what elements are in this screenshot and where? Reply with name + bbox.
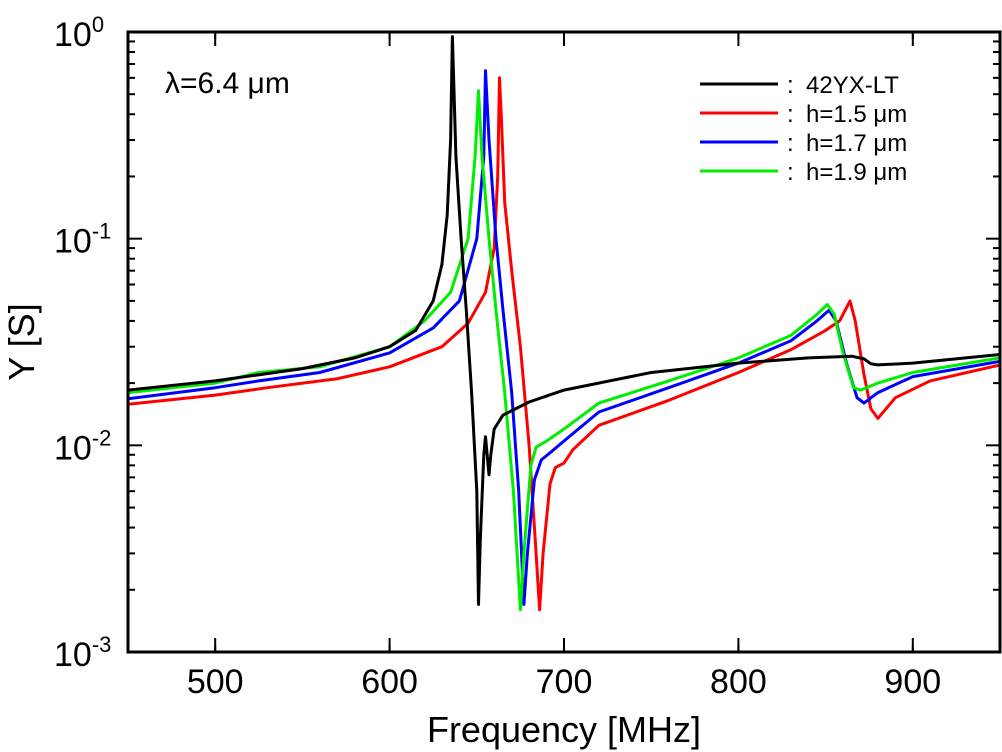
x-tick-label: 800: [710, 663, 767, 701]
legend: :42YX-LT: h=1.5 μm: h=1.7 μm: h=1.9 μm: [700, 72, 907, 186]
x-tick-label: 700: [536, 663, 593, 701]
legend-colon: :: [787, 130, 794, 157]
y-tick-base: 10: [54, 429, 92, 467]
y-axis-title: Y [S]: [1, 303, 42, 380]
x-tick-label: 900: [884, 663, 941, 701]
wavelength-annotation: λ=6.4 μm: [165, 67, 290, 100]
y-tick-base: 10: [54, 636, 92, 674]
series-line-0: [128, 35, 1000, 606]
y-tick-label: 10-2: [54, 425, 111, 467]
y-tick-exponent: -1: [92, 219, 112, 244]
x-tick-label: 600: [361, 663, 418, 701]
legend-label-1: h=1.5 μm: [806, 101, 907, 128]
y-tick-label: 10-1: [54, 219, 111, 261]
x-tick-labels: 500 600 700 800 900: [187, 663, 941, 701]
x-axis-title: Frequency [MHz]: [427, 709, 701, 750]
legend-label-0: 42YX-LT: [806, 72, 899, 99]
y-tick-base: 10: [54, 16, 92, 54]
x-tick-label: 500: [187, 663, 244, 701]
series-line-3: [128, 89, 1000, 612]
legend-label-3: h=1.9 μm: [806, 159, 907, 186]
y-tick-base: 10: [54, 223, 92, 261]
plot-frame: [126, 30, 1002, 654]
y-tick-exponent: -2: [92, 425, 112, 450]
plot-background: [128, 32, 1000, 652]
legend-colon: :: [787, 159, 794, 186]
series-layer: [128, 35, 1000, 612]
y-tick-exponent: 0: [92, 12, 104, 37]
y-tick-label: 10-3: [54, 632, 111, 674]
y-tick-label: 100: [54, 12, 104, 54]
legend-colon: :: [787, 101, 794, 128]
y-tick-exponent: -3: [92, 632, 112, 657]
legend-colon: :: [787, 72, 794, 99]
legend-label-2: h=1.7 μm: [806, 130, 907, 157]
